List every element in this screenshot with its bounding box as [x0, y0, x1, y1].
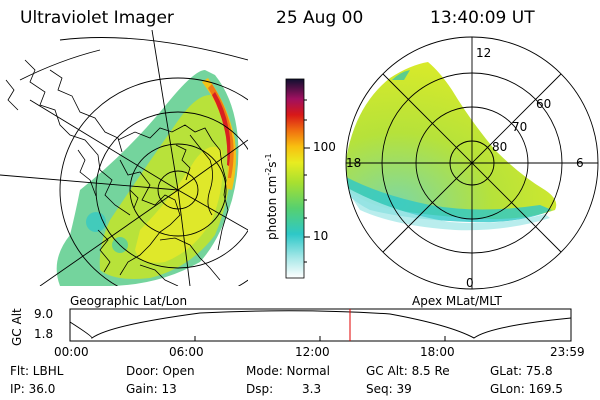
altitude-xtick-0000: 00:00: [54, 345, 89, 359]
magnetic-polar-plot: [345, 36, 599, 290]
info-glat: GLat: 75.8: [490, 364, 553, 378]
mlt-label-6: 6: [576, 156, 584, 170]
altitude-plot: [69, 308, 572, 342]
altitude-xtick-1200: 12:00: [295, 345, 330, 359]
info-mode: Mode: Normal: [246, 364, 330, 378]
mlt-label-0: 0: [466, 276, 474, 290]
info-ip: IP: 36.0: [10, 382, 56, 396]
altitude-ytick-low: 1.8: [34, 327, 54, 341]
right-aurora-image: [346, 62, 557, 231]
info-dsp-label: Dsp:: [246, 382, 274, 396]
altitude-ytick-high: 9.0: [34, 307, 54, 321]
header-date: 25 Aug 00: [276, 8, 364, 28]
right-graticule: [345, 36, 599, 290]
right-panel-caption: Apex MLat/MLT: [412, 294, 502, 308]
left-coastlines: [5, 59, 229, 286]
altitude-xtick-2359: 23:59: [550, 345, 585, 359]
mlat-label-80: 80: [492, 140, 508, 154]
info-dsp-value: 3.3: [302, 382, 322, 396]
header-time: 13:40:09 UT: [430, 8, 535, 28]
geographic-map: [0, 30, 248, 286]
info-gain: Gain: 13: [126, 382, 177, 396]
app-title: Ultraviolet Imager: [20, 8, 174, 28]
mlat-label-70: 70: [512, 120, 528, 134]
mlat-label-60: 60: [536, 97, 552, 111]
colorbar-tick-100: 100: [313, 140, 336, 154]
altitude-curve: [69, 310, 572, 339]
altitude-ylabel: GC Alt: [10, 308, 24, 346]
info-door: Door: Open: [126, 364, 195, 378]
info-glon: GLon: 169.5: [490, 382, 563, 396]
mlt-label-18: 18: [346, 156, 362, 170]
mlt-label-12: 12: [476, 46, 492, 60]
colorbar-unit-label: photon cm-2s-1: [264, 153, 279, 240]
altitude-xtick-1800: 18:00: [420, 345, 455, 359]
left-aurora-image: [56, 70, 239, 286]
info-seq: Seq: 39: [366, 382, 412, 396]
info-gc-alt: GC Alt: 8.5 Re: [366, 364, 450, 378]
info-flt: Flt: LBHL: [10, 364, 64, 378]
altitude-xtick-0600: 06:00: [169, 345, 204, 359]
left-panel-caption: Geographic Lat/Lon: [70, 294, 188, 308]
colorbar-tick-10: 10: [313, 229, 329, 243]
colorbar: [285, 78, 310, 279]
